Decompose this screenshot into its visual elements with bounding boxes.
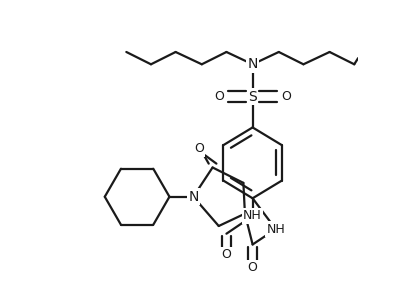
Text: NH: NH [267, 223, 285, 236]
Text: N: N [188, 190, 199, 204]
Text: O: O [248, 261, 257, 274]
Text: O: O [214, 90, 224, 103]
Text: O: O [194, 142, 203, 156]
Text: N: N [247, 57, 258, 71]
Text: O: O [221, 248, 231, 261]
Text: S: S [248, 90, 257, 104]
Text: O: O [282, 90, 291, 103]
Text: NH: NH [243, 209, 262, 223]
